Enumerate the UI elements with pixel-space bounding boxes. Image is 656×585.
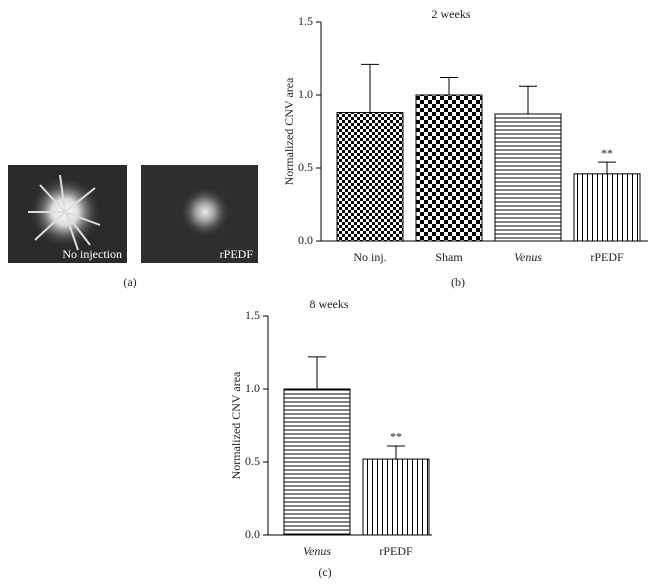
chart-title: 2 weeks (432, 7, 471, 21)
y-tick-label: 1.5 (245, 308, 260, 322)
chart-title: 8 weeks (310, 297, 349, 311)
y-tick-label: 0.5 (245, 454, 260, 468)
significance: ** (390, 430, 402, 444)
significance: ** (601, 146, 613, 160)
y-tick-label: 1.0 (298, 87, 313, 101)
y-axis-label: Normalized CNV area (229, 371, 243, 479)
x-tick-label: Venus (303, 544, 331, 558)
y-axis-label: Normalized CNV area (282, 77, 296, 185)
image-no-injection: No injection (8, 165, 127, 263)
bar (573, 173, 641, 242)
x-tick-label: No inj. (353, 250, 386, 264)
y-tick-label: 1.5 (298, 14, 313, 28)
bar (415, 94, 483, 242)
y-tick-label: 1.0 (245, 381, 260, 395)
panel-label: (b) (451, 275, 465, 289)
x-tick-label: Sham (435, 250, 463, 264)
image-rpedf: rPEDF (141, 165, 258, 263)
x-tick-label: rPEDF (590, 250, 624, 264)
y-tick-label: 0.0 (245, 527, 260, 541)
panel-label: (a) (123, 275, 136, 289)
bar (362, 458, 430, 536)
y-tick-label: 0.5 (298, 160, 313, 174)
y-tick-label: 0.0 (298, 233, 313, 247)
bar (283, 388, 351, 536)
bar (336, 112, 404, 242)
x-tick-label: rPEDF (379, 544, 413, 558)
image-label: No injection (62, 247, 122, 261)
image-label: rPEDF (220, 247, 254, 261)
bar (494, 113, 562, 242)
x-tick-label: Venus (514, 250, 542, 264)
panel-label: (c) (318, 565, 331, 579)
